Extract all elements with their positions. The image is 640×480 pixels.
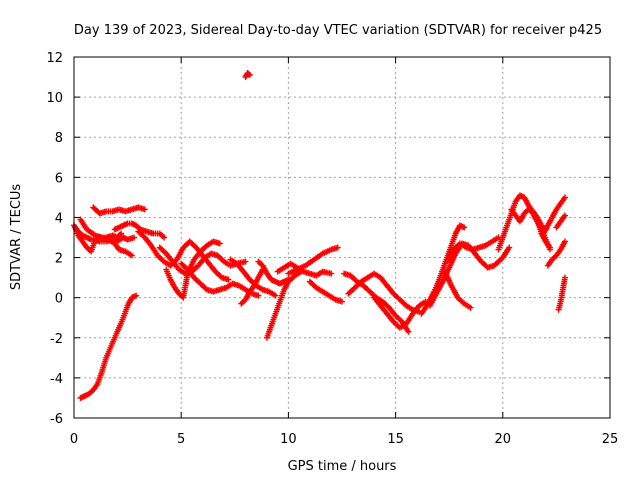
series-arc-28 [525,202,553,251]
series-arc-8 [156,244,249,277]
data-point-marker [561,194,568,201]
series-arc-32 [555,274,568,313]
data-point-marker [246,72,253,79]
y-axis-label: SDTVAR / TECUs [9,184,24,291]
y-tick-label: 4 [55,211,63,226]
tick-labels: 0 5 10 15 20 25 -6 -4 -2 0 2 4 6 8 10 12 [46,51,618,447]
series-arc-3 [77,216,135,259]
data-point-marker [328,270,335,277]
series-arc-21 [371,294,429,331]
data-point-marker [467,304,474,311]
y-tick-label: 12 [46,51,63,66]
data-point-marker [461,224,468,231]
series-arc-18 [306,278,345,305]
series-arc-11 [227,256,279,299]
y-tick-label: -4 [50,372,63,387]
data-point-marker [339,298,345,305]
series-arc-29 [540,194,568,237]
x-tick-label: 15 [387,432,404,447]
data-point-marker [334,244,341,251]
data-point-marker [141,206,148,213]
chart-title: Day 139 of 2023, Sidereal Day-to-day VTE… [74,23,602,38]
data-point-marker [561,274,568,281]
data-point-marker [118,230,125,237]
x-axis-label: GPS time / hours [288,459,397,474]
series-arc-13 [238,266,266,307]
data-point-marker [242,258,249,265]
series-arc-4 [77,292,140,401]
data-point-marker [245,71,252,78]
data-point-marker [561,212,568,219]
data-point-marker [128,252,135,259]
series-arc-9 [163,238,223,301]
series-arc-15 [263,268,305,341]
data-point-marker [561,238,568,245]
x-tick-label: 25 [602,432,619,447]
series-arc-12 [242,70,253,81]
x-tick-label: 5 [177,432,185,447]
data-point-marker [225,276,232,283]
y-tick-label: 0 [55,292,63,307]
data-point-marker [506,244,513,251]
y-tick-label: 2 [55,252,63,267]
data-point-marker [216,240,223,247]
y-tick-label: -2 [50,332,63,347]
y-tick-label: 10 [46,91,63,106]
series-arc-17 [285,244,341,277]
y-tick-label: 6 [55,171,63,186]
y-tick-label: 8 [55,131,63,146]
x-tick-label: 20 [495,432,512,447]
series-arc-5 [90,204,148,217]
plot-border [73,56,611,419]
x-tick-label: 0 [70,432,78,447]
data-point-marker [272,292,279,299]
series-arc-6 [111,220,168,241]
y-tick-label: -6 [50,412,63,427]
data-point-marker [133,292,140,299]
data-point-marker [131,234,138,241]
series-arc-16 [274,260,335,279]
series-arc-24 [444,234,502,265]
data-point-marker [161,234,168,241]
series-arc-31 [553,212,568,231]
series-arc-25 [441,268,474,311]
data-point-marker [255,292,262,299]
data-points [71,70,568,401]
data-point-marker [546,244,553,251]
series-arc-30 [544,238,568,269]
x-tick-label: 10 [280,432,297,447]
data-point-marker [405,328,412,335]
